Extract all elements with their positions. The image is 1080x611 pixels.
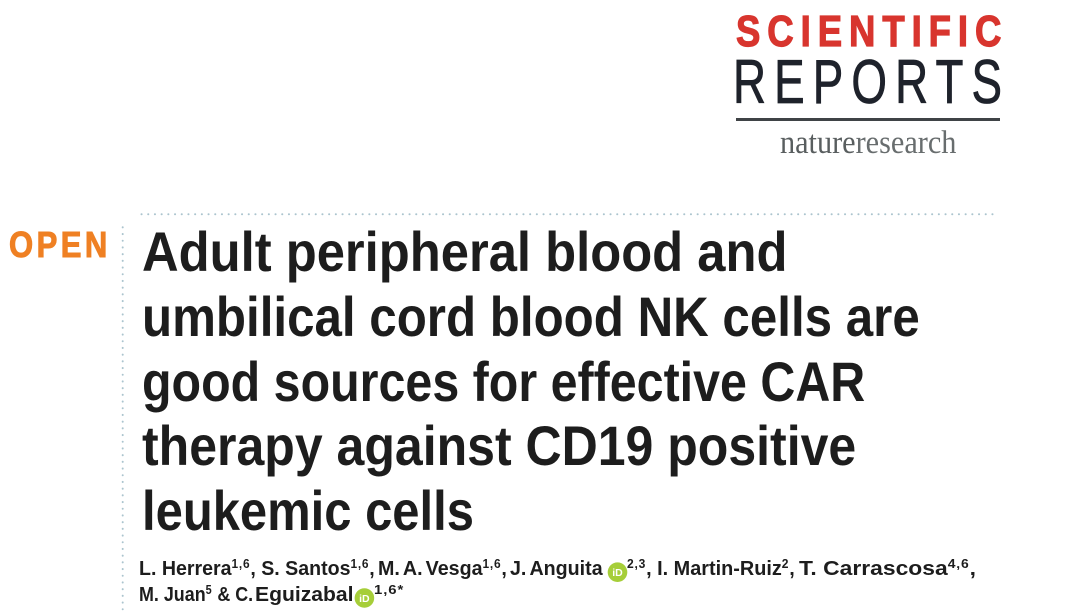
- svg-text:iD: iD: [359, 593, 370, 605]
- svg-text:iD: iD: [612, 567, 623, 579]
